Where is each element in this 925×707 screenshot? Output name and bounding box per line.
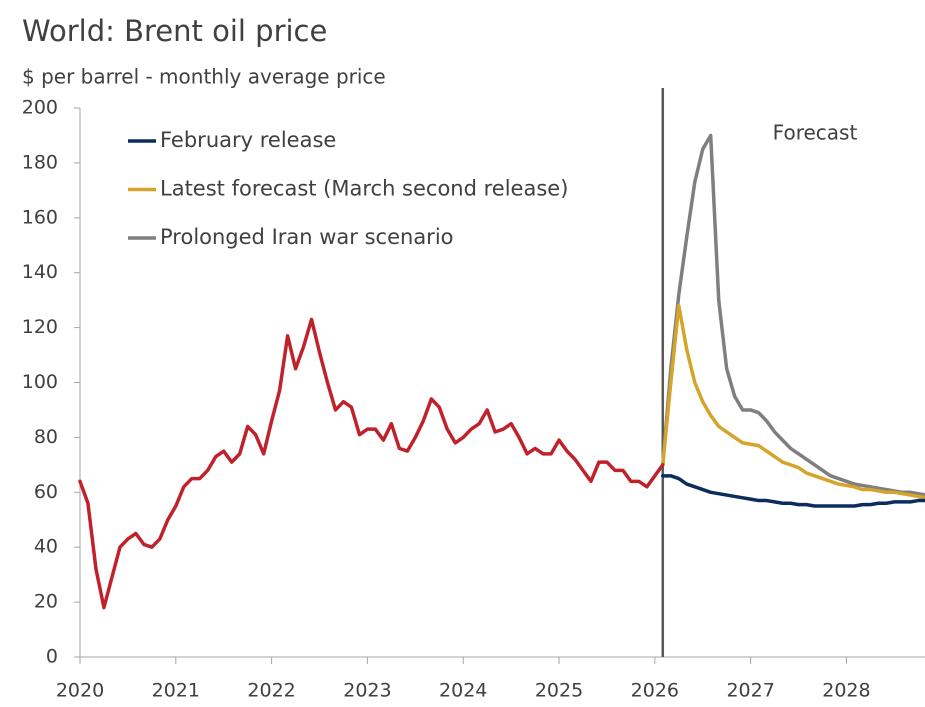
legend-label: Latest forecast (March second release) [160, 177, 568, 201]
legend-label: February release [160, 128, 336, 152]
x-tick-label: 2025 [535, 680, 583, 702]
y-tick-label: 140 [22, 261, 58, 283]
legend-label: Prolonged Iran war scenario [160, 225, 454, 249]
x-tick-label: 2022 [247, 680, 295, 702]
series-line [78, 317, 665, 610]
y-tick-label: 80 [34, 426, 58, 448]
x-tick-label: 2024 [439, 680, 487, 702]
annotation: Forecast [773, 121, 858, 145]
y-tick-label: 100 [22, 371, 58, 393]
y-tick-label: 160 [22, 206, 58, 228]
y-tick-label: 200 [22, 97, 58, 119]
y-tick-label: 120 [22, 316, 58, 338]
chart-subtitle: $ per barrel - monthly average price [22, 65, 386, 89]
y-tick-label: 60 [34, 481, 58, 503]
x-tick-label: 2023 [343, 680, 391, 702]
series-line [661, 303, 925, 500]
series-line [661, 133, 925, 497]
y-tick-label: 40 [34, 536, 58, 558]
y-tick-label: 0 [46, 646, 58, 668]
x-tick-label: 2020 [56, 680, 104, 702]
x-tick-label: 2026 [631, 680, 679, 702]
x-tick-label: 2021 [152, 680, 200, 702]
x-tick-label: 2028 [822, 680, 870, 702]
series-line [661, 474, 925, 508]
chart-title: World: Brent oil price [22, 14, 327, 48]
y-tick-label: 180 [22, 151, 58, 173]
y-tick-label: 20 [34, 591, 58, 613]
x-tick-label: 2027 [726, 680, 774, 702]
